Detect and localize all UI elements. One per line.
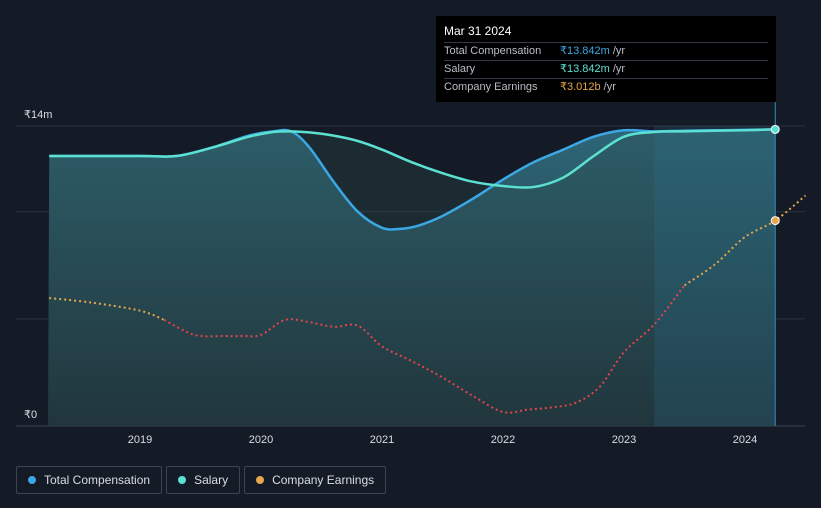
tooltip-row-total-compensation: Total Compensation ₹13.842m /yr	[444, 43, 768, 61]
tooltip-value: ₹3.012b	[560, 81, 601, 93]
company-earnings-marker	[770, 216, 780, 226]
legend-label: Company Earnings	[272, 473, 375, 487]
axis-labels: ₹0 ₹14m 2019 2020 2021 2022 2023 2024	[24, 109, 757, 446]
tooltip-date: Mar 31 2024	[444, 24, 768, 43]
legend-item-total-compensation[interactable]: Total Compensation	[16, 466, 163, 494]
salary-marker	[770, 124, 780, 134]
x-tick-label: 2019	[128, 434, 152, 446]
legend-dot-icon	[256, 476, 265, 484]
x-tick-label: 2020	[249, 434, 273, 446]
series-lines	[49, 128, 807, 414]
hover-tooltip: Mar 31 2024 Total Compensation ₹13.842m …	[436, 16, 776, 102]
chart-legend: Total Compensation Salary Company Earnin…	[16, 466, 390, 494]
y-tick-label: ₹14m	[24, 109, 52, 121]
tooltip-value: ₹13.842m	[560, 45, 610, 57]
x-tick-label: 2021	[370, 434, 394, 446]
total-compensation-area	[48, 129, 776, 426]
tooltip-unit: /yr	[603, 81, 616, 93]
tooltip-label: Company Earnings	[444, 81, 538, 93]
highlight-band	[654, 126, 776, 426]
tooltip-label: Salary	[444, 63, 476, 75]
tooltip-unit: /yr	[612, 63, 626, 75]
legend-item-company-earnings[interactable]: Company Earnings	[244, 466, 387, 494]
tooltip-unit: /yr	[612, 45, 626, 57]
legend-label: Salary	[194, 473, 229, 487]
x-tick-label: 2022	[491, 434, 515, 446]
legend-label: Total Compensation	[44, 473, 151, 487]
tooltip-row-salary: Salary ₹13.842m /yr	[444, 61, 768, 79]
tooltip-value: ₹13.842m	[560, 63, 610, 75]
tooltip-row-company-earnings: Company Earnings ₹3.012b /yr	[444, 79, 768, 96]
hover-markers	[770, 124, 780, 226]
tooltip-label: Total Compensation	[444, 45, 542, 57]
legend-dot-icon	[178, 476, 187, 484]
legend-item-salary[interactable]: Salary	[166, 466, 241, 494]
salary-area	[48, 129, 776, 426]
salary-line	[49, 128, 776, 189]
company-earnings-negative-line	[163, 284, 686, 414]
legend-dot-icon	[28, 476, 36, 484]
area-fills	[48, 102, 776, 426]
y-tick-label: ₹0	[24, 409, 37, 421]
x-tick-label: 2023	[612, 434, 636, 446]
x-tick-label: 2024	[733, 434, 757, 446]
